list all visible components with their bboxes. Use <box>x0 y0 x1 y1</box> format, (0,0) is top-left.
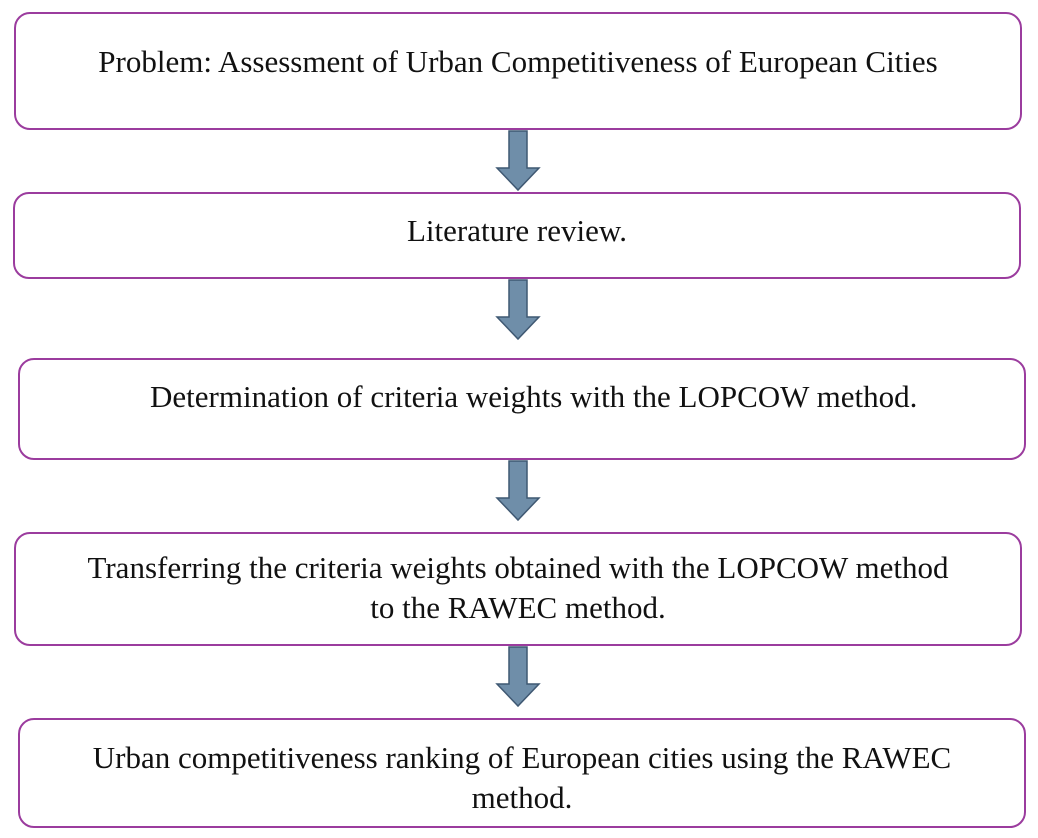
step-text-transfer-weights: Transferring the criteria weights obtain… <box>88 548 949 628</box>
step-text-rawec-ranking: Urban competitiveness ranking of Europea… <box>93 738 951 818</box>
step-box-rawec-ranking: Urban competitiveness ranking of Europea… <box>18 718 1026 828</box>
step-box-lopcow-weights: Determination of criteria weights with t… <box>18 358 1026 460</box>
down-arrow-icon <box>495 130 541 192</box>
step-text-lopcow-weights: Determination of criteria weights with t… <box>150 379 918 414</box>
step-box-literature-review: Literature review. <box>13 192 1021 279</box>
step-text-line: to the RAWEC method. <box>370 590 666 625</box>
step-text-line: method. <box>471 780 573 815</box>
step-text-problem: Problem: Assessment of Urban Competitive… <box>98 44 938 79</box>
step-box-problem: Problem: Assessment of Urban Competitive… <box>14 12 1022 130</box>
down-arrow-icon <box>495 279 541 341</box>
down-arrow-icon <box>495 460 541 522</box>
down-arrow-icon <box>495 646 541 708</box>
step-text-line: Urban competitiveness ranking of Europea… <box>92 740 952 775</box>
step-text-line: Transferring the criteria weights obtain… <box>87 550 949 585</box>
step-box-transfer-weights: Transferring the criteria weights obtain… <box>14 532 1022 646</box>
step-text-literature-review: Literature review. <box>406 213 628 248</box>
